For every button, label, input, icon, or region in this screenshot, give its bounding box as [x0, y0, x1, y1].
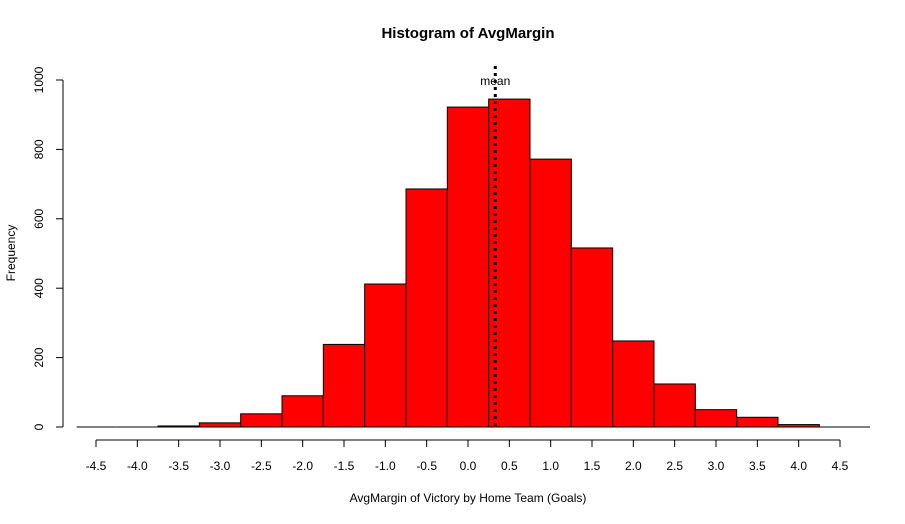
y-tick-label: 400 — [32, 278, 46, 298]
histogram-bar — [694, 409, 738, 428]
x-tick-label: 0.0 — [460, 459, 477, 473]
histogram-bar — [198, 422, 242, 428]
y-tick-label: 800 — [32, 139, 46, 159]
histogram-bar — [364, 283, 407, 428]
x-axis-label: AvgMargin of Victory by Home Team (Goals… — [350, 491, 587, 505]
histogram-bar — [322, 343, 366, 428]
x-tick-label: 2.0 — [625, 459, 642, 473]
x-tick-label: 3.0 — [708, 459, 725, 473]
x-tick-label: 1.0 — [542, 459, 559, 473]
x-tick-label: 2.5 — [666, 459, 683, 473]
histogram-bar — [653, 383, 696, 428]
x-tick-label: -4.0 — [127, 459, 148, 473]
histogram-bar — [405, 188, 448, 428]
y-axis-label: Frequency — [4, 225, 18, 282]
histogram-bar — [446, 106, 490, 428]
chart-title: Histogram of AvgMargin — [381, 25, 554, 42]
x-tick-label: -2.5 — [251, 459, 272, 473]
y-axis: 0 200 400 600 800 1000 — [32, 66, 64, 430]
bars-group — [76, 98, 870, 428]
histogram-bar — [570, 247, 614, 428]
mean-annotation: mean — [480, 66, 510, 427]
histogram-bar — [281, 395, 324, 428]
x-tick-label: -1.0 — [375, 459, 396, 473]
x-axis: -4.5 -4.0 -3.5 -3.0 -2.5 -2.0 -1.5 -1.0 -0.5 0.0 0… — [86, 439, 849, 473]
histogram-bar — [240, 413, 283, 428]
x-tick-label: -3.5 — [168, 459, 189, 473]
y-tick-label: 600 — [32, 208, 46, 228]
x-tick-label: -3.0 — [210, 459, 231, 473]
histogram-bar — [612, 340, 655, 428]
x-tick-label: -2.0 — [292, 459, 313, 473]
x-tick-label: 3.5 — [749, 459, 766, 473]
mean-label: mean — [480, 74, 510, 88]
x-tick-label: -0.5 — [416, 459, 437, 473]
y-tick-label: 1000 — [32, 66, 46, 93]
x-tick-label: 4.0 — [790, 459, 807, 473]
x-tick-label: 0.5 — [501, 459, 518, 473]
x-tick-label: -1.5 — [334, 459, 355, 473]
histogram-bar — [736, 416, 779, 428]
y-tick-label: 200 — [32, 347, 46, 367]
x-tick-label: 1.5 — [584, 459, 601, 473]
histogram-bar — [529, 158, 572, 428]
x-tick-label: 4.5 — [832, 459, 849, 473]
x-tick-label: -4.5 — [86, 459, 107, 473]
y-tick-label: 0 — [32, 423, 46, 430]
